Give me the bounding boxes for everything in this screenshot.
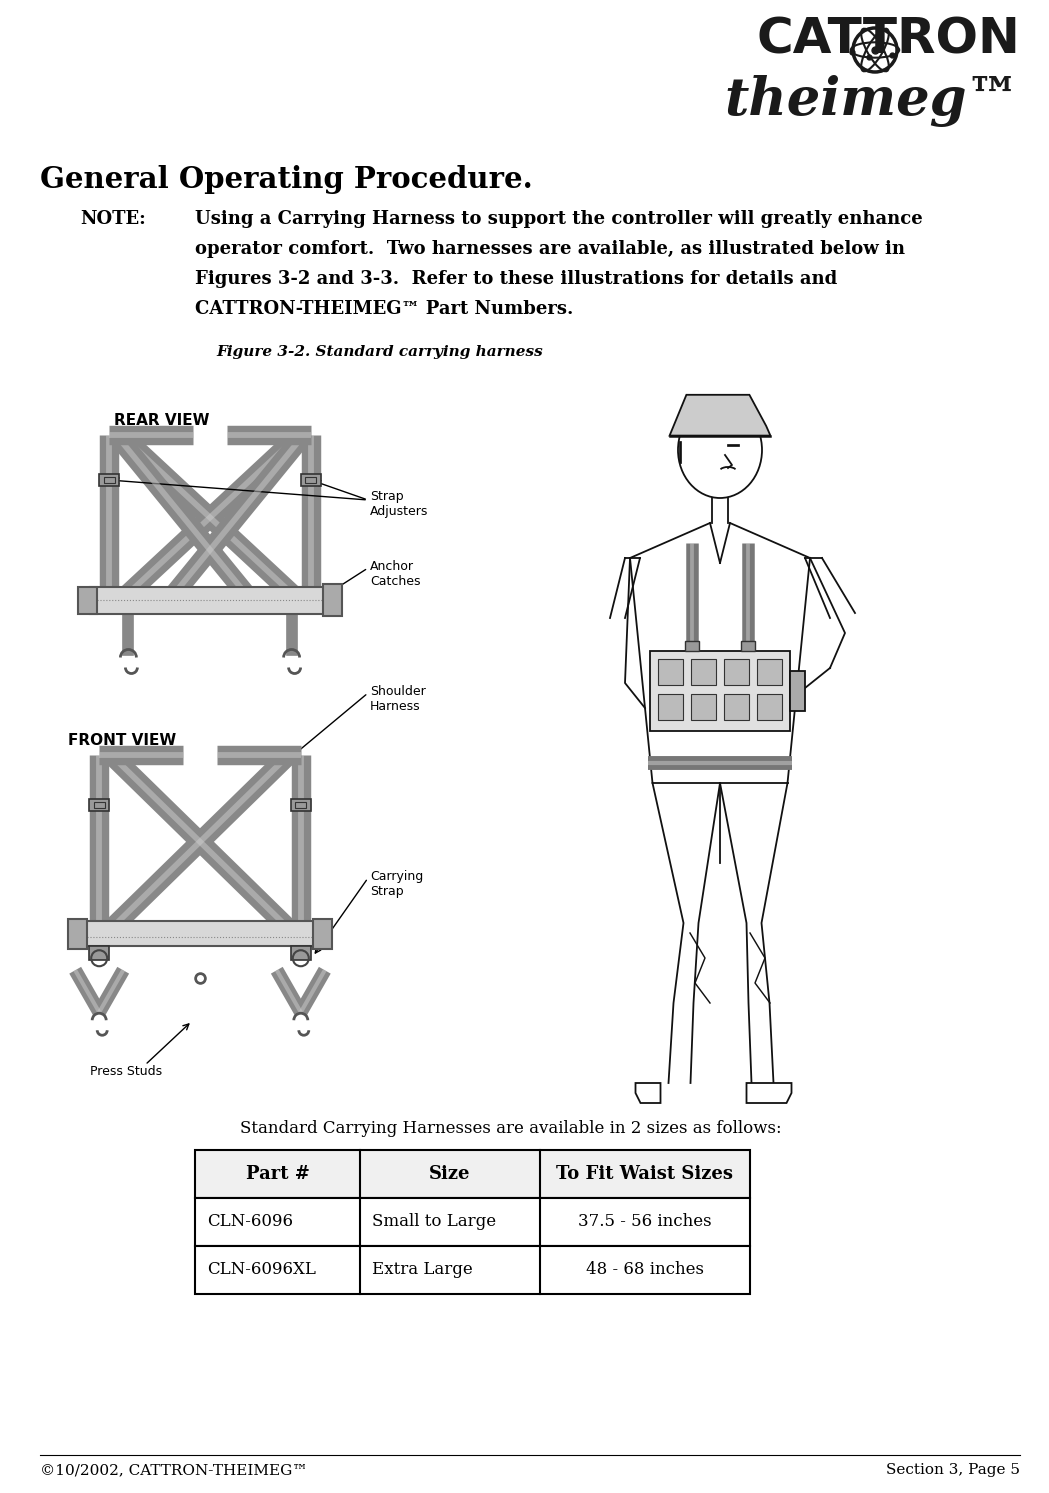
Text: Press Studs: Press Studs <box>90 1065 163 1078</box>
Text: 48 - 68 inches: 48 - 68 inches <box>586 1262 704 1278</box>
Text: Using a Carrying Harness to support the controller will greatly enhance: Using a Carrying Harness to support the … <box>195 211 923 228</box>
Text: CLN-6096: CLN-6096 <box>207 1214 293 1230</box>
Bar <box>195 1197 750 1247</box>
Bar <box>724 658 749 685</box>
Bar <box>90 587 330 614</box>
Bar <box>80 921 320 947</box>
Bar <box>295 802 306 808</box>
Text: Size: Size <box>429 1165 471 1182</box>
Bar <box>78 587 98 614</box>
Text: Part #: Part # <box>245 1165 309 1182</box>
Bar <box>650 651 790 732</box>
Text: Standard Carrying Harnesses are available in 2 sizes as follows:: Standard Carrying Harnesses are availabl… <box>240 1120 782 1138</box>
Bar <box>89 799 109 811</box>
Text: Carrying
Strap: Carrying Strap <box>370 870 423 897</box>
Bar <box>100 473 119 487</box>
Bar <box>291 947 311 960</box>
Text: CLN-6096XL: CLN-6096XL <box>207 1262 316 1278</box>
Text: 37.5 - 56 inches: 37.5 - 56 inches <box>578 1214 712 1230</box>
Bar <box>313 918 331 948</box>
Text: Small to Large: Small to Large <box>372 1214 496 1230</box>
Text: Section 3, Page 5: Section 3, Page 5 <box>886 1463 1020 1477</box>
Text: General Operating Procedure.: General Operating Procedure. <box>40 166 533 194</box>
Text: NOTE:: NOTE: <box>80 211 146 228</box>
Text: To Fit Waist Sizes: To Fit Waist Sizes <box>557 1165 733 1182</box>
Text: Extra Large: Extra Large <box>372 1262 473 1278</box>
Bar <box>291 799 311 811</box>
Bar <box>68 918 87 948</box>
Text: Anchor
Catches: Anchor Catches <box>370 560 421 588</box>
Text: REAR VIEW: REAR VIEW <box>114 414 210 428</box>
Bar <box>93 802 105 808</box>
Text: Strap
Adjusters: Strap Adjusters <box>370 490 428 518</box>
Text: operator comfort.  Two harnesses are available, as illustrated below in: operator comfort. Two harnesses are avai… <box>195 240 905 258</box>
Bar <box>323 584 342 617</box>
Bar <box>104 476 114 484</box>
Text: Figure 3-2. Standard carrying harness: Figure 3-2. Standard carrying harness <box>217 345 543 358</box>
Bar <box>757 658 782 685</box>
Bar <box>691 658 716 685</box>
Text: ©10/2002, CATTRON-THEIMEG™: ©10/2002, CATTRON-THEIMEG™ <box>40 1463 307 1477</box>
Bar <box>658 658 683 685</box>
Polygon shape <box>669 394 770 436</box>
Bar <box>301 473 321 487</box>
Polygon shape <box>747 1082 792 1103</box>
Text: CATTRON-THEIMEG™ Part Numbers.: CATTRON-THEIMEG™ Part Numbers. <box>195 300 574 318</box>
Bar <box>195 1150 750 1197</box>
Text: Shoulder
Harness: Shoulder Harness <box>370 685 426 714</box>
Text: Figures 3-2 and 3-3.  Refer to these illustrations for details and: Figures 3-2 and 3-3. Refer to these illu… <box>195 270 837 288</box>
Bar <box>685 640 699 651</box>
Bar <box>790 670 805 711</box>
Text: FRONT VIEW: FRONT VIEW <box>68 733 176 748</box>
Text: CATTRON: CATTRON <box>756 15 1020 63</box>
Bar <box>757 694 782 720</box>
Polygon shape <box>636 1082 661 1103</box>
Bar <box>195 1247 750 1294</box>
Bar <box>724 694 749 720</box>
Text: theimeg™: theimeg™ <box>725 75 1020 127</box>
Bar <box>691 694 716 720</box>
Bar <box>89 947 109 960</box>
Bar <box>658 694 683 720</box>
Bar <box>741 640 755 651</box>
Bar <box>305 476 317 484</box>
